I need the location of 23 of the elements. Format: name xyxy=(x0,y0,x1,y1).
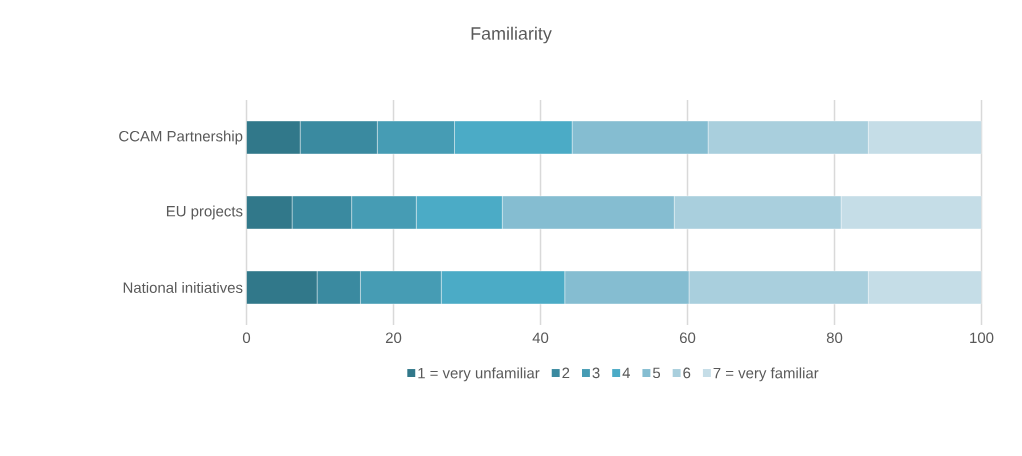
bar xyxy=(868,270,982,305)
x-tick-label: 40 xyxy=(532,332,549,344)
legend-label: 6 xyxy=(683,367,691,379)
y-tick-label: CCAM Partnership xyxy=(119,130,243,145)
x-tick-label: 20 xyxy=(385,332,402,344)
bar xyxy=(246,195,293,230)
x-tick-label: 80 xyxy=(826,332,843,344)
legend-label: 4 xyxy=(622,367,630,378)
legend-label: 5 xyxy=(652,367,661,379)
legend-label: 1 = very unfamiliar xyxy=(418,367,540,382)
bar xyxy=(246,120,301,155)
legend-label: 3 xyxy=(592,367,600,379)
y-tick-label: EU projects xyxy=(166,205,243,220)
x-tick-label: 60 xyxy=(679,332,696,344)
legend-label: 7 = very familiar xyxy=(713,367,819,382)
x-tick-label: 100 xyxy=(970,332,994,344)
chart-title: Familiarity xyxy=(471,26,552,44)
bar xyxy=(246,270,318,305)
bar xyxy=(840,195,982,230)
y-tick-label: National initiatives xyxy=(123,282,243,293)
legend-label: 2 xyxy=(562,367,570,379)
x-tick-label: 0 xyxy=(242,332,251,344)
bar xyxy=(868,120,982,155)
